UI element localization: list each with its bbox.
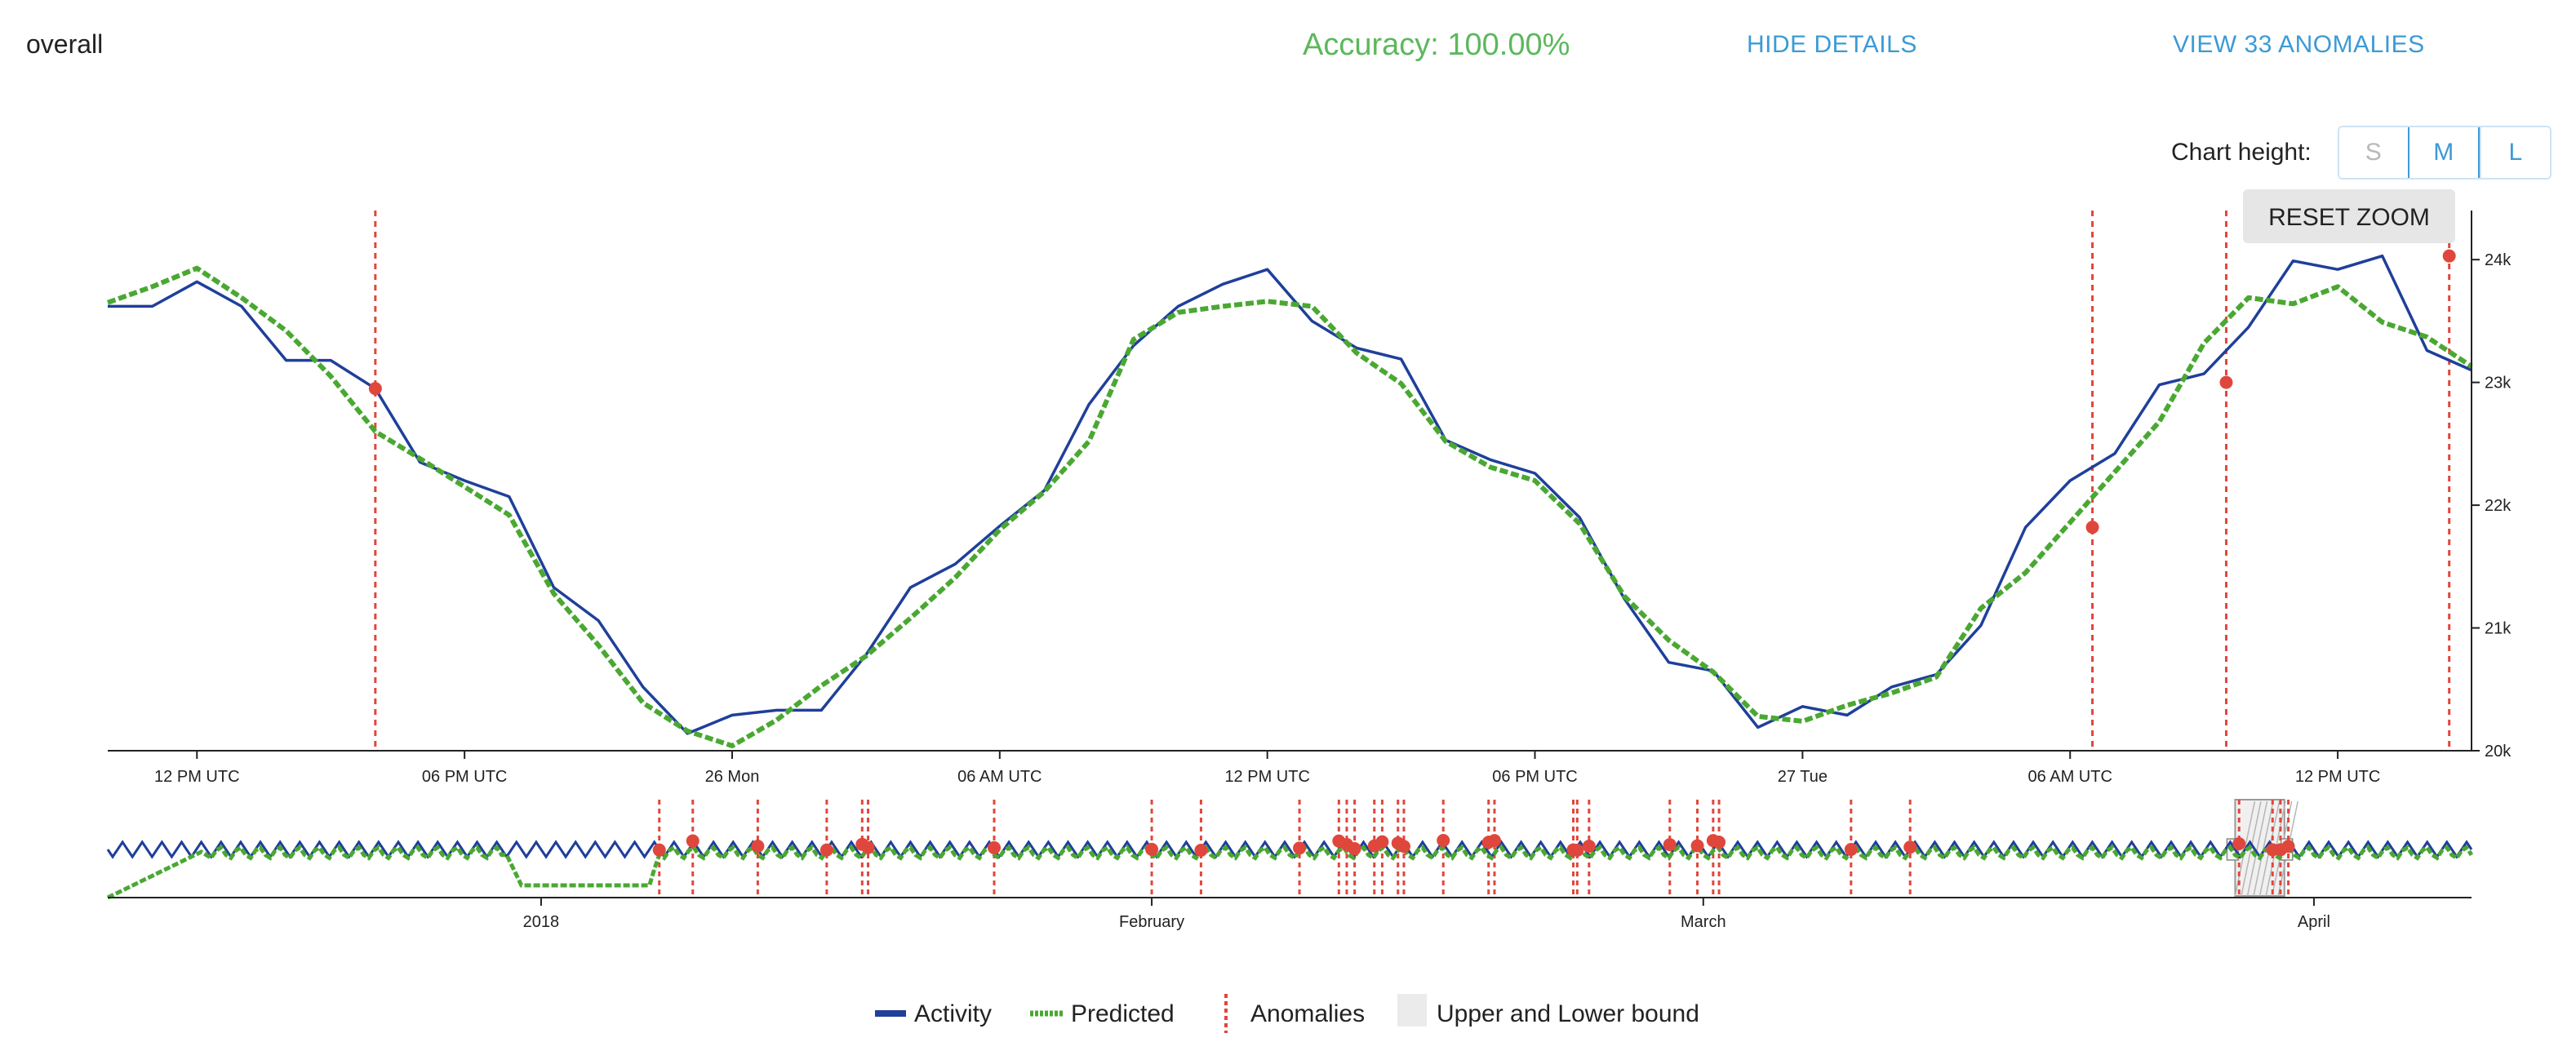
navigator-tick-label-0: 2018: [523, 913, 560, 931]
chart-height-m-button[interactable]: M: [2407, 127, 2480, 178]
y-tick-label-1: 21k: [2485, 620, 2512, 638]
chart-height-label: Chart height:: [2171, 139, 2312, 166]
navigator-anomaly-point-21: [1570, 843, 1584, 857]
x-tick-label-0: 12 PM UTC: [154, 768, 239, 786]
navigator-anomaly-point-26: [1712, 836, 1726, 849]
chart-height-options: S M L: [2337, 126, 2552, 180]
navigator-activity: [106, 840, 2473, 859]
navigator-anomaly-point-2: [751, 839, 765, 853]
navigator-tick-label-1: February: [1119, 913, 1184, 931]
navigator-anomaly-point-22: [1582, 839, 1596, 853]
navigator-anomaly-point-14: [1375, 835, 1389, 849]
legend-activity-label: Activity: [914, 1000, 992, 1027]
navigator-predicted: [106, 845, 2474, 900]
navigator-anomaly-point-17: [1437, 834, 1450, 848]
y-tick-label-4: 24k: [2485, 251, 2512, 269]
navigator-anomaly-point-28: [1903, 840, 1917, 854]
navigator-anomaly-point-16: [1397, 840, 1410, 854]
x-tick-label-4: 12 PM UTC: [1224, 768, 1309, 786]
chart-height-control: Chart height: S M L: [2171, 126, 2552, 180]
x-tick-label-5: 06 PM UTC: [1492, 768, 1577, 786]
view-anomalies-link[interactable]: VIEW 33 ANOMALIES: [2173, 31, 2425, 58]
y-tick-label-2: 22k: [2485, 497, 2512, 515]
x-tick-label-7: 06 AM UTC: [2028, 768, 2112, 786]
reset-zoom-bg: [2243, 189, 2455, 243]
navigator-hatch-2: [2246, 800, 2268, 897]
navigator-anomaly-point-7: [1145, 842, 1159, 856]
accuracy-label: Accuracy: 100.00%: [1303, 28, 1570, 62]
legend-predicted-label: Predicted: [1071, 1000, 1175, 1027]
navigator-anomaly-point-8: [1194, 843, 1208, 857]
navigator-anomaly-point-9: [1293, 841, 1307, 855]
series-activity: [108, 254, 2472, 735]
reset-zoom-label: RESET ZOOM: [2268, 204, 2430, 231]
reset-zoom-button[interactable]: RESET ZOOM: [2243, 189, 2455, 243]
chart-height-l-button[interactable]: L: [2479, 127, 2550, 178]
navigator-anomaly-point-1: [686, 834, 700, 848]
navigator-anomaly-point-27: [1844, 843, 1858, 857]
navigator-anomaly-point-24: [1690, 839, 1704, 853]
navigator-anomaly-point-19: [1487, 834, 1501, 848]
navigator-anomaly-point-0: [652, 843, 666, 857]
navigator-anomaly-point-23: [1663, 838, 1677, 852]
series-predicted: [106, 265, 2473, 748]
navigator-anomaly-point-5: [861, 840, 875, 854]
anomaly-point-2: [2219, 375, 2233, 389]
x-tick-label-6: 27 Tue: [1778, 768, 1828, 786]
y-tick-label-0: 20k: [2485, 743, 2512, 761]
navigator-anomaly-point-32: [2281, 840, 2295, 854]
navigator-anomaly-point-3: [819, 843, 833, 857]
y-tick-label-3: 23k: [2485, 375, 2512, 392]
navigator-anomaly-point-6: [988, 840, 1001, 854]
metric-title: overall: [26, 29, 104, 59]
chart-height-s-button[interactable]: S: [2338, 127, 2408, 178]
navigator-hatch-3: [2253, 800, 2274, 897]
navigator-anomaly-point-12: [1348, 842, 1361, 856]
anomaly-point-3: [2442, 249, 2456, 263]
legend-anomalies-label: Anomalies: [1250, 1000, 1365, 1027]
x-tick-label-1: 06 PM UTC: [422, 768, 507, 786]
x-tick-label-2: 26 Mon: [705, 768, 760, 786]
hide-details-link[interactable]: HIDE DETAILS: [1747, 31, 1917, 58]
navigator-anomaly-point-29: [2232, 837, 2246, 851]
navigator-tick-label-3: April: [2298, 913, 2330, 931]
anomaly-point-1: [2085, 521, 2099, 534]
x-tick-label-8: 12 PM UTC: [2295, 768, 2380, 786]
header-bar: overall Accuracy: 100.00% HIDE DETAILS V…: [0, 0, 2576, 90]
legend-bound-label: Upper and Lower bound: [1437, 1000, 1699, 1027]
legend-bound-swatch: [1397, 994, 1427, 1027]
navigator-tick-label-2: March: [1681, 913, 1726, 931]
x-tick-label-3: 06 AM UTC: [957, 768, 1042, 786]
anomaly-point-0: [368, 382, 382, 396]
